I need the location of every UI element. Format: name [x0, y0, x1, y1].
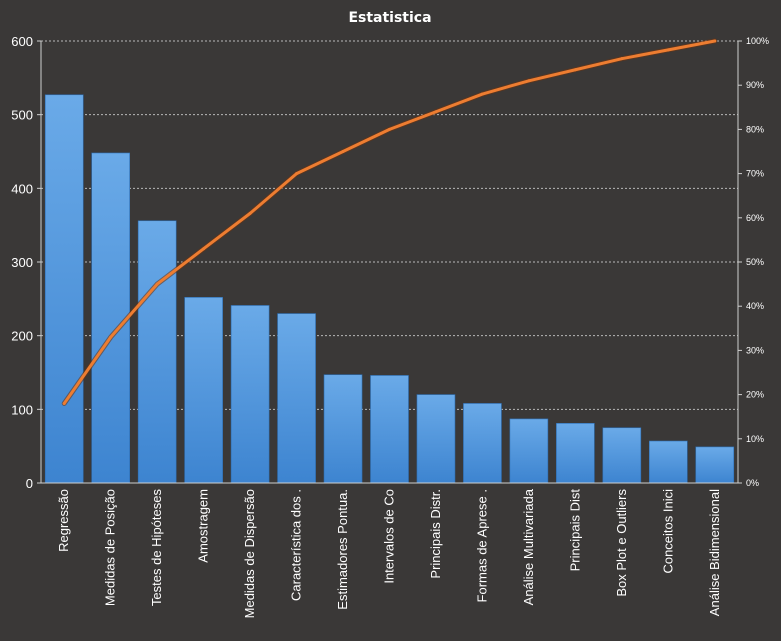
line-point	[666, 48, 670, 52]
bar	[277, 313, 316, 484]
chart-title: Estatistica	[348, 10, 431, 26]
x-tick-label: Intervalos de Co	[382, 489, 397, 584]
y2-tick-label: 30%	[746, 345, 764, 355]
cumulative-line-group	[61, 38, 718, 406]
y-tick-label: 100	[11, 402, 33, 417]
x-tick-label: Testes de Hipóteses	[149, 489, 164, 607]
bar	[509, 418, 549, 484]
line-point	[620, 57, 624, 61]
y2-tick-label: 50%	[746, 257, 764, 267]
bar	[695, 446, 735, 484]
y2-tick-label: 10%	[746, 434, 764, 444]
line-point	[341, 150, 345, 153]
line-point	[434, 110, 438, 114]
y-tick-label: 600	[11, 34, 33, 49]
y2-tick-label: 90%	[746, 80, 764, 90]
y-tick-label: 0	[26, 476, 33, 491]
x-tick-label: Principais Distr.	[428, 489, 443, 579]
line-point	[527, 79, 531, 83]
bar	[323, 374, 363, 484]
bar	[602, 427, 642, 484]
line-point	[573, 68, 577, 72]
y2-tick-label: 40%	[746, 301, 764, 311]
x-tick-label: Principais Dist	[567, 489, 582, 572]
x-tick-label: Análise Bidimensional	[707, 489, 722, 616]
x-tick-label: Análise Multivariada	[521, 488, 536, 605]
bar	[370, 375, 409, 484]
line-point	[388, 127, 391, 131]
y-axis: 0 100 200 300 400 500 600	[11, 34, 42, 491]
y2-tick-label: 20%	[746, 390, 764, 400]
y2-tick-label: 60%	[746, 213, 764, 223]
x-tick-label: Box Plot e Outliers	[614, 489, 629, 597]
line-point	[109, 335, 113, 339]
line-point	[62, 401, 66, 405]
x-tick-label: Medidas de Posição	[103, 489, 118, 606]
y-tick-label: 400	[11, 181, 33, 196]
x-tick-label: Medidas de Dispersão	[242, 489, 257, 618]
bar	[648, 440, 688, 484]
x-tick-label: Regressão	[56, 489, 71, 552]
line-point	[480, 92, 484, 96]
y-tick-label: 300	[11, 255, 33, 270]
bars	[44, 94, 735, 484]
bar	[184, 297, 223, 484]
x-tick-label: Formas de Aprese .	[474, 489, 489, 602]
y2-tick-label: 70%	[746, 169, 764, 179]
line-point	[155, 282, 159, 286]
y2-tick-label: 0%	[746, 478, 759, 488]
x-tick-label: Característica dos .	[289, 489, 304, 601]
x-tick-label: Conceitos Inici	[660, 489, 675, 574]
line-point	[248, 211, 252, 215]
bar	[556, 423, 595, 484]
y2-tick-label: 80%	[746, 124, 764, 134]
bar	[91, 152, 130, 484]
bar	[230, 305, 270, 484]
line-point	[713, 39, 717, 43]
bar	[137, 220, 177, 484]
line-point	[295, 172, 299, 176]
bar	[463, 403, 502, 484]
y-tick-label: 200	[11, 329, 33, 344]
x-axis: Regressão Medidas de Posição Testes de Hip…	[41, 482, 738, 618]
bar	[44, 94, 84, 484]
line-point	[202, 247, 206, 251]
x-tick-label: Amostragem	[196, 489, 211, 563]
x-tick-label: Estimadores Pontua.	[335, 489, 350, 610]
bar	[416, 394, 456, 484]
y2-axis: 0% 10% 20% 30% 40% 50% 60% 70% 80% 90% 100%	[737, 36, 769, 488]
y2-tick-label: 100%	[746, 36, 769, 46]
y-tick-label: 500	[11, 108, 33, 123]
